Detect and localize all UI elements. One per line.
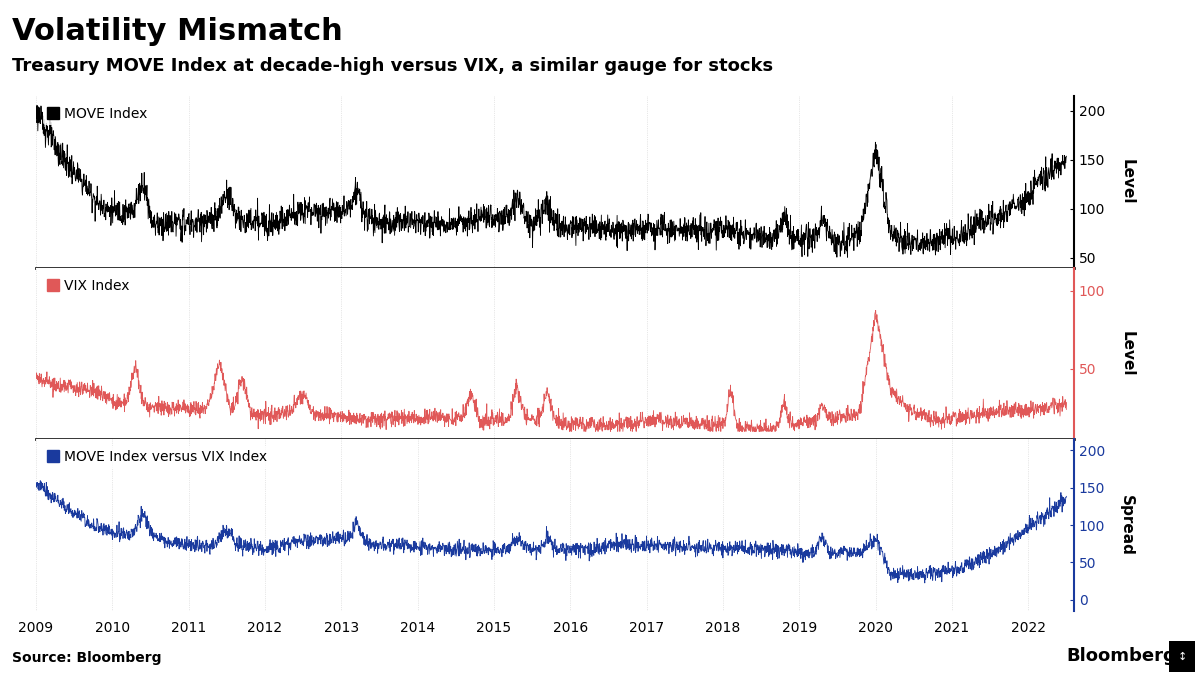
Y-axis label: Level: Level	[1120, 331, 1134, 376]
Y-axis label: Spread: Spread	[1120, 495, 1134, 556]
Legend: MOVE Index: MOVE Index	[43, 103, 151, 125]
Legend: VIX Index: VIX Index	[43, 275, 133, 297]
Text: Volatility Mismatch: Volatility Mismatch	[12, 17, 343, 46]
Text: ↕: ↕	[1177, 651, 1187, 662]
Text: Source: Bloomberg: Source: Bloomberg	[12, 651, 162, 665]
Text: Bloomberg: Bloomberg	[1067, 647, 1176, 665]
Legend: MOVE Index versus VIX Index: MOVE Index versus VIX Index	[43, 446, 271, 468]
Y-axis label: Level: Level	[1120, 159, 1134, 205]
Text: Treasury MOVE Index at decade-high versus VIX, a similar gauge for stocks: Treasury MOVE Index at decade-high versu…	[12, 57, 773, 76]
